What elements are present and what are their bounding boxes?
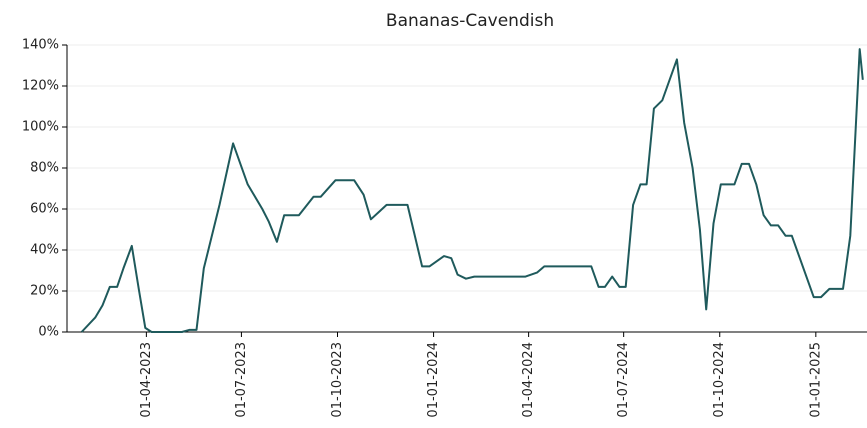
chart-title: Bananas-Cavendish bbox=[386, 11, 554, 31]
y-tick-label: 140% bbox=[22, 38, 59, 53]
x-tick-label: 01-07-2024 bbox=[616, 342, 631, 418]
x-tick-label: 01-04-2023 bbox=[139, 342, 154, 418]
y-tick-label: 0% bbox=[38, 325, 59, 340]
line bbox=[80, 48, 864, 333]
x-tick-label: 01-07-2023 bbox=[234, 342, 249, 418]
y-tick-label: 40% bbox=[30, 243, 59, 258]
x-tick-label: 01-10-2024 bbox=[712, 342, 727, 418]
y-tick-label: 100% bbox=[22, 120, 59, 135]
y-tick-label: 20% bbox=[30, 284, 59, 299]
x-tick-label: 01-01-2025 bbox=[808, 342, 823, 418]
y-tick-label: 60% bbox=[30, 202, 59, 217]
y-tick-label: 80% bbox=[30, 161, 59, 176]
x-tick-label: 01-01-2024 bbox=[426, 342, 441, 418]
x-tick-label: 01-10-2023 bbox=[330, 342, 345, 418]
x-tick-label: 01-04-2024 bbox=[521, 342, 536, 418]
y-tick-label: 120% bbox=[22, 79, 59, 94]
